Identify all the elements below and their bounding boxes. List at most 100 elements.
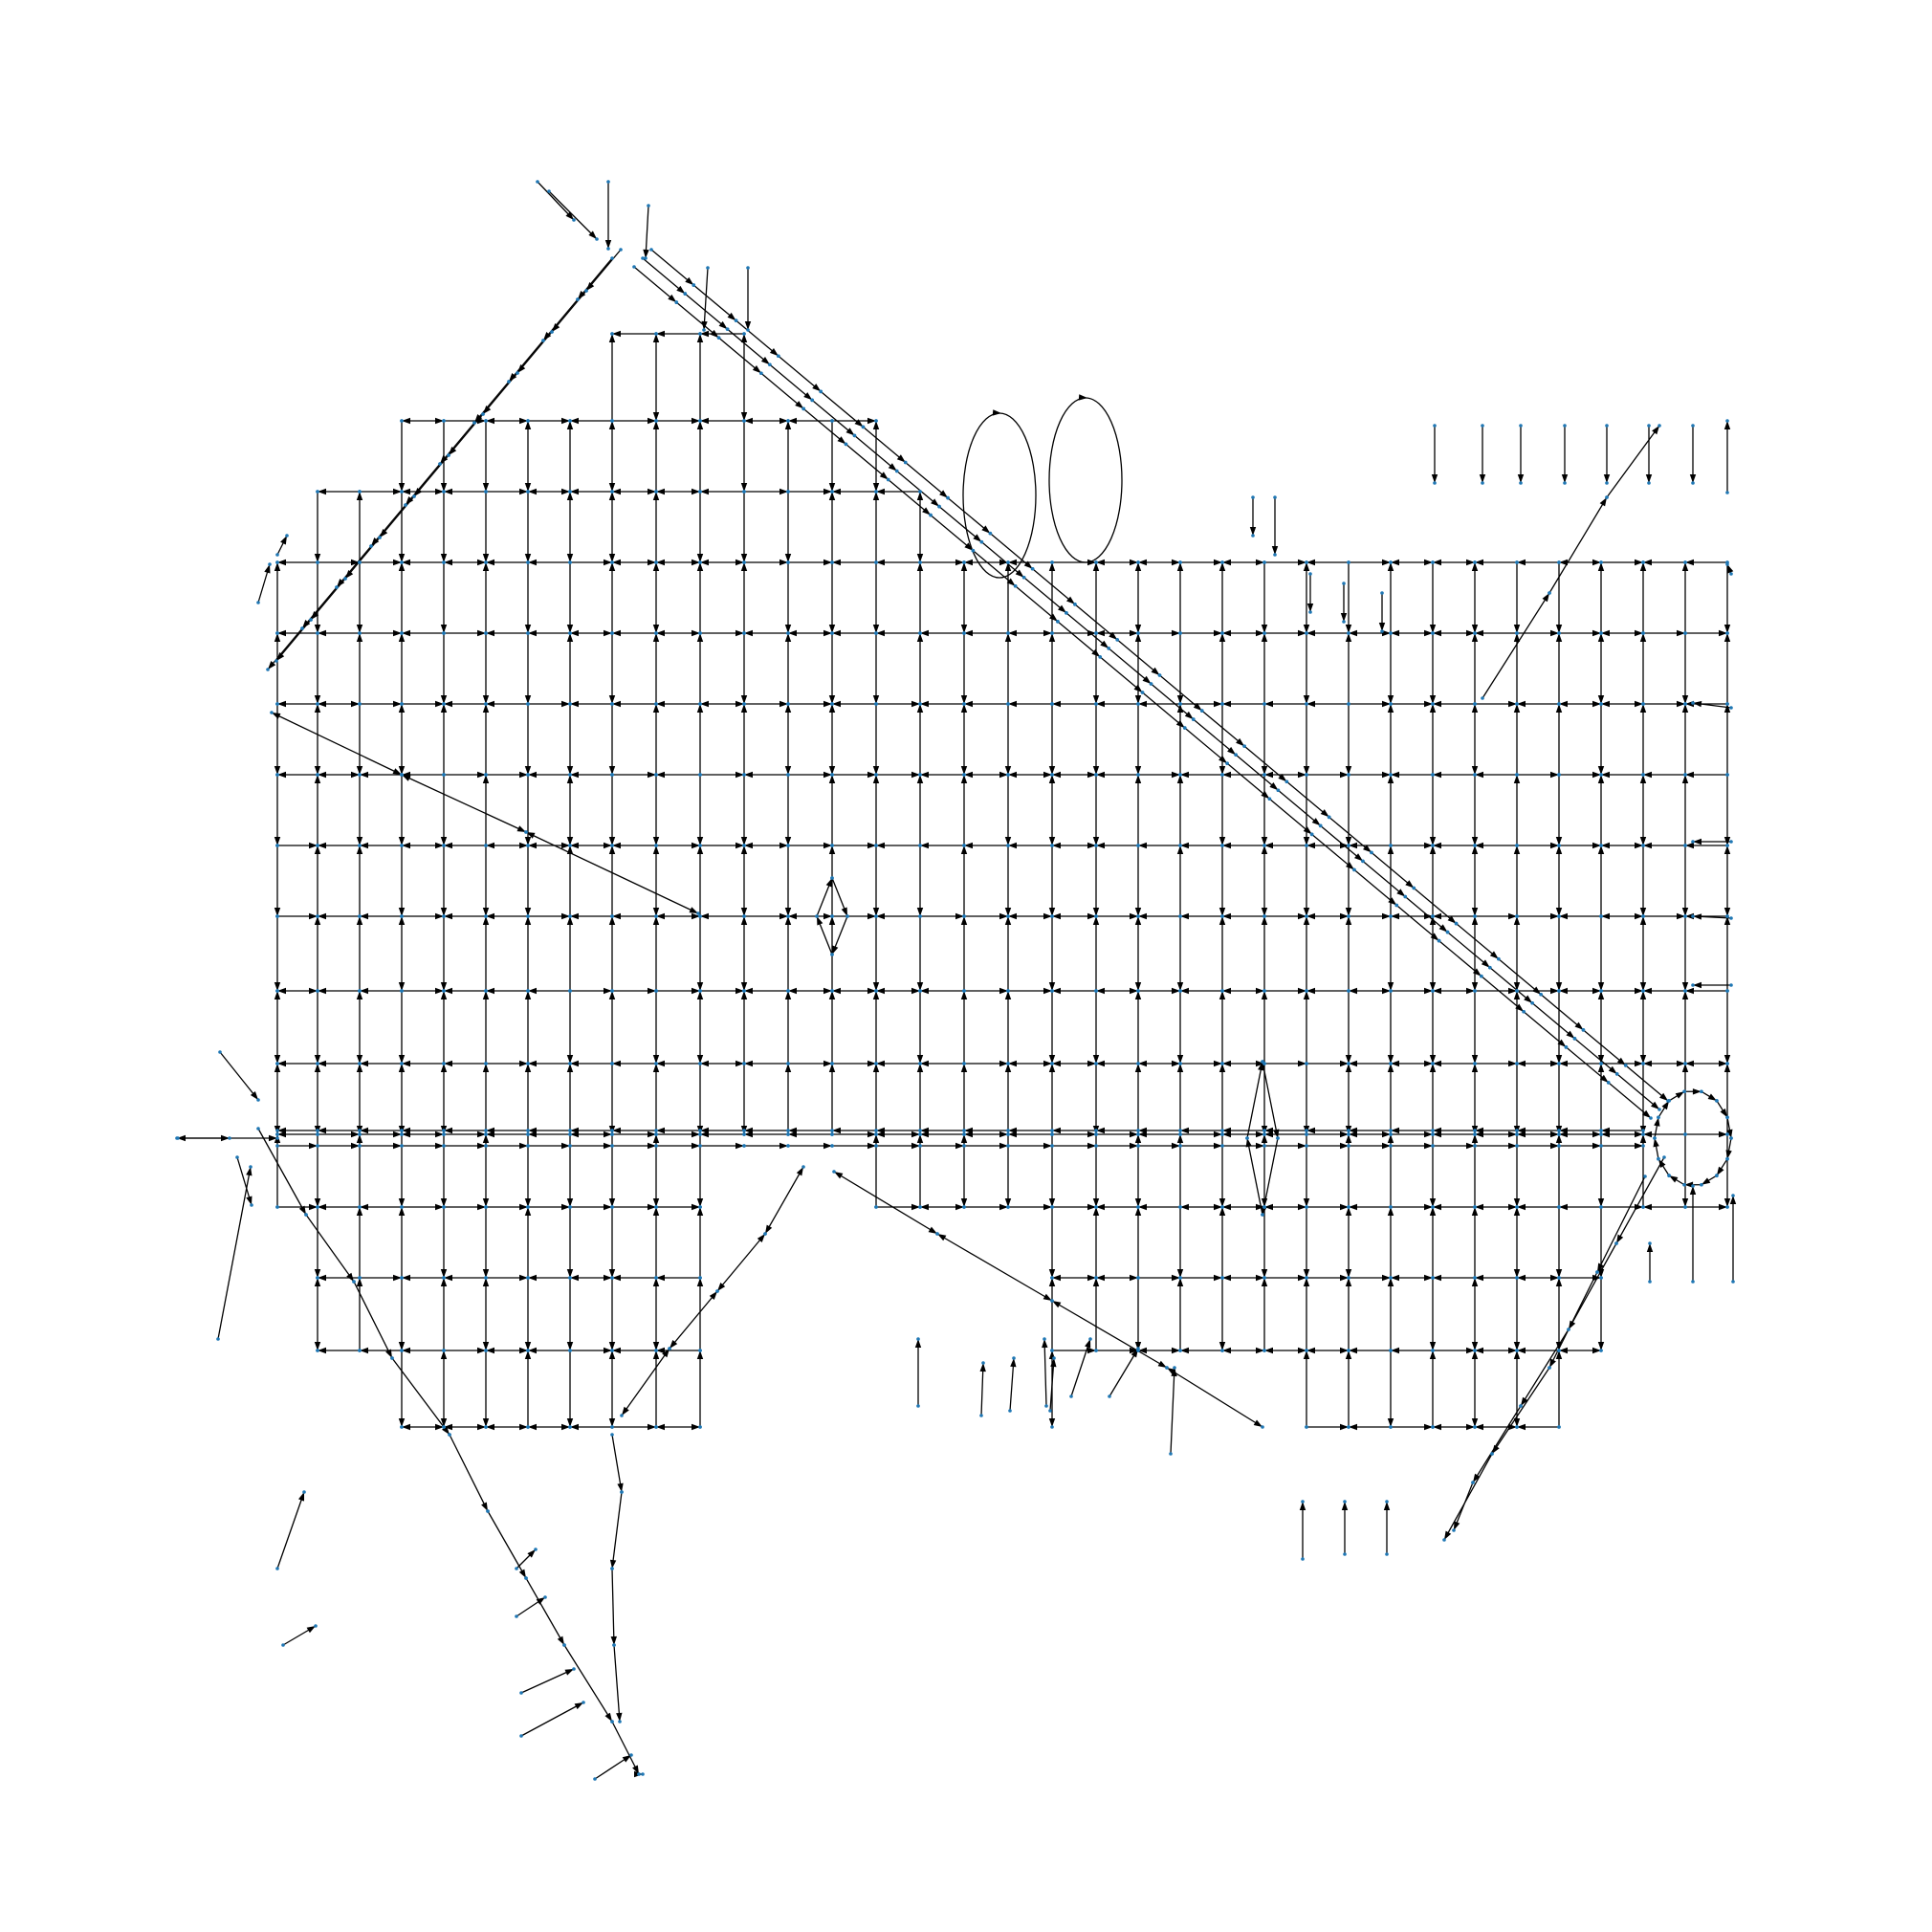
edge-arrowhead: [398, 633, 406, 642]
edge-arrowhead: [876, 987, 885, 995]
edge-arrowhead: [960, 845, 968, 854]
edge-arrowhead: [1517, 1423, 1526, 1431]
graph-node: [534, 1548, 538, 1551]
edge-arrowhead: [519, 1423, 528, 1431]
edge-arrowhead: [524, 991, 532, 999]
graph-node: [1048, 1409, 1052, 1413]
edge-arrowhead: [1517, 1131, 1526, 1138]
graph-node: [654, 844, 658, 847]
graph-node: [358, 1276, 362, 1280]
edge-arrowhead: [608, 695, 616, 704]
graph-node: [610, 1205, 614, 1209]
graph-node: [612, 1643, 616, 1647]
graph-node: [256, 1098, 260, 1102]
edge-arrowhead: [414, 488, 423, 496]
graph-node: [1515, 1144, 1519, 1148]
graph-node: [742, 490, 746, 494]
edge-arrowhead: [1004, 562, 1012, 571]
graph-edge: [684, 293, 729, 330]
edge-arrowhead: [960, 695, 968, 704]
graph-node: [830, 1132, 834, 1136]
graph-node: [568, 1132, 572, 1136]
graph-node: [1599, 1144, 1603, 1148]
graph-edge: [888, 478, 932, 516]
edge-arrowhead: [1218, 916, 1226, 925]
graph-node: [568, 773, 572, 777]
edge-arrowhead: [309, 987, 318, 995]
graph-node: [484, 1425, 488, 1429]
graph-node: [1136, 773, 1140, 777]
edge-arrowhead: [911, 771, 920, 779]
graph-node: [1623, 1064, 1628, 1067]
edge-arrowhead: [964, 542, 974, 551]
edge-arrowhead: [561, 1142, 570, 1150]
edge-arrowhead: [314, 916, 321, 925]
edge-arrowhead: [1008, 1060, 1017, 1067]
edge-arrowhead: [1052, 842, 1061, 849]
edge-arrowhead: [398, 483, 406, 492]
edge-arrowhead: [528, 987, 537, 995]
edge-arrowhead: [477, 1347, 486, 1354]
edge-arrowhead: [608, 1418, 616, 1427]
edge-arrowhead: [1517, 1060, 1526, 1067]
graph-node: [1136, 1132, 1140, 1136]
graph-node: [390, 1356, 394, 1360]
graph-node: [874, 1129, 878, 1132]
edge-arrowhead: [1008, 912, 1017, 920]
edge-arrowhead: [566, 1418, 574, 1427]
edge-arrowhead: [876, 559, 885, 566]
graph-node: [1481, 424, 1484, 428]
graph-node: [1178, 989, 1182, 993]
edge-arrowhead: [274, 562, 281, 571]
graph-node: [275, 553, 279, 557]
edge-arrowhead: [740, 483, 748, 492]
edge-arrowhead: [1430, 933, 1439, 941]
edge-arrowhead: [1684, 1181, 1694, 1188]
edge-arrowhead: [622, 1755, 631, 1763]
graph-node: [618, 1720, 622, 1723]
edge-arrowhead: [1599, 1074, 1609, 1083]
edge-arrowhead: [1222, 1203, 1231, 1211]
edge-arrowhead: [1214, 1203, 1222, 1211]
edge-arrowhead: [1433, 700, 1441, 708]
edge-arrowhead: [1508, 912, 1517, 920]
edge-arrowhead: [1176, 1269, 1184, 1278]
edge-arrowhead: [1433, 629, 1441, 637]
edge-arrowhead: [1475, 1131, 1483, 1138]
edge-arrowhead: [570, 700, 579, 708]
edge-arrowhead: [528, 1060, 537, 1067]
edge-arrowhead: [1652, 426, 1659, 435]
graph-node: [572, 218, 576, 222]
edge-arrowhead: [1264, 842, 1273, 849]
edge-arrowhead: [1092, 562, 1100, 571]
graph-node: [1515, 560, 1519, 564]
graph-node: [610, 1129, 614, 1132]
edge-arrowhead: [960, 625, 968, 633]
graph-node: [1389, 914, 1393, 918]
graph-node: [1389, 1205, 1393, 1209]
graph-node: [918, 631, 922, 635]
graph-node: [1251, 534, 1255, 538]
edge-arrowhead: [402, 775, 411, 781]
graph-node: [768, 362, 772, 367]
edge-arrowhead: [828, 766, 836, 775]
edge-arrowhead: [1635, 1203, 1643, 1211]
edge-arrowhead: [516, 825, 526, 832]
edge-arrowhead: [519, 1347, 528, 1354]
edge-arrowhead: [700, 559, 709, 566]
graph-node: [1262, 1276, 1266, 1280]
edge-arrowhead: [269, 1134, 277, 1142]
edge-arrowhead: [1661, 1100, 1670, 1110]
graph-node: [275, 702, 279, 706]
edge-arrowhead: [796, 1167, 803, 1176]
edge-arrowhead: [1466, 1347, 1475, 1354]
edge-arrowhead: [280, 536, 287, 545]
edge-arrowhead: [740, 704, 748, 713]
edge-arrowhead: [652, 837, 660, 845]
edge-arrowhead: [1424, 1423, 1433, 1431]
edge-arrowhead: [356, 845, 363, 854]
edge-arrowhead: [604, 559, 612, 566]
edge-arrowhead: [1513, 633, 1521, 642]
edge-arrowhead: [1639, 837, 1647, 845]
edge-arrowhead: [1010, 1358, 1017, 1368]
